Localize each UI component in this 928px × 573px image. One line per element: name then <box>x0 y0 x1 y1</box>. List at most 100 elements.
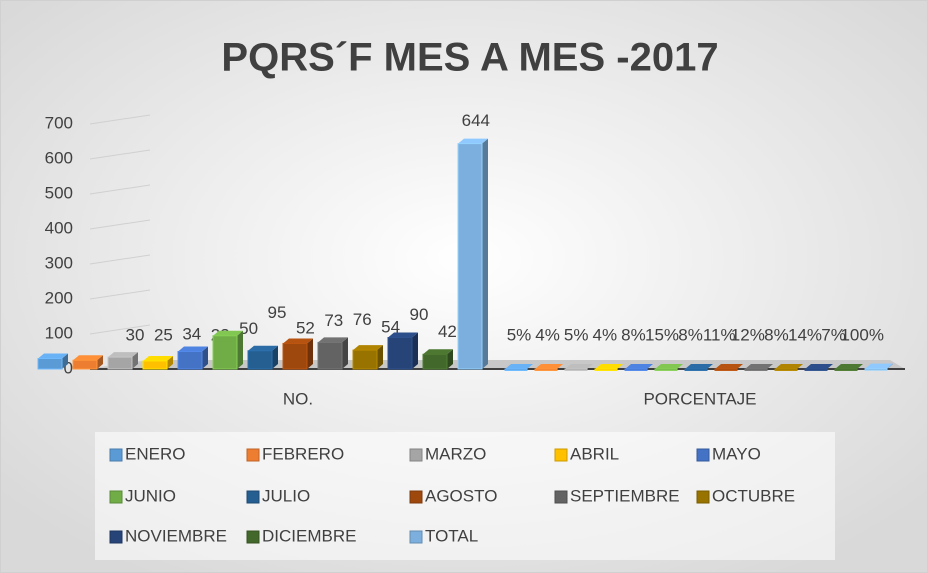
bar-face <box>557 363 563 369</box>
bar <box>834 363 863 371</box>
bar-face <box>167 355 173 369</box>
legend-label: NOVIEMBRE <box>125 526 227 545</box>
bar-face <box>685 363 713 369</box>
bar-face <box>237 330 243 369</box>
bar <box>72 355 103 370</box>
bar <box>282 338 313 370</box>
legend-box <box>95 432 835 560</box>
bar <box>804 363 833 371</box>
grid-line <box>89 219 151 230</box>
bar-face <box>887 363 893 369</box>
bar-face <box>527 363 533 369</box>
legend-swatch <box>109 530 123 544</box>
bar-face <box>457 143 483 370</box>
bar-face <box>342 337 348 369</box>
bar-face <box>73 355 103 361</box>
bar-face <box>864 368 888 371</box>
bar-face <box>774 368 798 371</box>
bar-face <box>805 363 833 369</box>
bar-face <box>352 349 378 370</box>
bar-face <box>797 363 803 369</box>
legend-label: JULIO <box>262 486 310 505</box>
bar <box>714 363 743 371</box>
bar-face <box>677 363 683 369</box>
y-tick-label: 500 <box>45 183 73 202</box>
bar-face <box>835 363 863 369</box>
bar-face <box>38 353 68 359</box>
bar-face <box>714 368 738 371</box>
data-label: 50 <box>239 319 258 338</box>
bar-face <box>97 355 103 369</box>
bar <box>142 355 173 370</box>
bar-face <box>37 358 63 370</box>
bar-face <box>272 345 278 369</box>
data-label: 100% <box>840 325 883 344</box>
data-label: 42 <box>438 322 457 341</box>
bar-face <box>177 351 203 370</box>
bar-face <box>834 368 858 371</box>
data-label: 34 <box>182 325 201 344</box>
legend-label: ABRIL <box>570 444 619 463</box>
bar-face <box>72 359 98 370</box>
legend-label: AGOSTO <box>425 486 497 505</box>
legend-swatch <box>109 490 123 504</box>
bar-face <box>283 338 313 344</box>
grid-line <box>89 149 151 160</box>
data-label: 54 <box>381 318 400 337</box>
bar <box>317 337 348 370</box>
bar-face <box>422 353 448 370</box>
legend-swatch <box>409 530 423 544</box>
y-tick-label: 700 <box>45 113 73 132</box>
bar <box>422 349 453 370</box>
bar-face <box>62 353 68 369</box>
bar-face <box>744 368 768 371</box>
bar-face <box>745 363 773 369</box>
bar <box>864 363 893 371</box>
bar <box>564 363 593 371</box>
bar-face <box>377 345 383 369</box>
bar-face <box>247 350 273 370</box>
legend-label: OCTUBRE <box>712 486 795 505</box>
bar-face <box>202 346 208 369</box>
legend-swatch <box>554 490 568 504</box>
legend-swatch <box>246 448 260 462</box>
bar <box>37 353 68 370</box>
data-label: 8% <box>621 325 646 344</box>
bar-face <box>212 335 238 370</box>
bar-face <box>625 363 653 369</box>
bar-face <box>307 338 313 369</box>
data-label: 52 <box>296 318 315 337</box>
bar <box>387 332 418 370</box>
data-label: 12% <box>731 325 765 344</box>
y-tick-label: 200 <box>45 288 73 307</box>
bar-face <box>647 363 653 369</box>
y-tick-label: 0 <box>64 358 73 377</box>
bar-face <box>617 363 623 369</box>
grid-line <box>89 254 151 265</box>
data-label: 644 <box>462 111 490 130</box>
data-label: 25 <box>154 325 173 344</box>
data-label: 30 <box>126 325 145 344</box>
bar-face <box>353 345 383 351</box>
grid-line <box>89 289 151 300</box>
bar-face <box>423 349 453 355</box>
bar-face <box>388 332 418 338</box>
bar-face <box>108 352 138 358</box>
bar-face <box>624 368 648 371</box>
data-label: 15% <box>645 325 679 344</box>
bar <box>107 352 138 370</box>
legend-swatch <box>409 490 423 504</box>
y-tick-label: 100 <box>45 323 73 342</box>
legend-label: FEBRERO <box>262 444 344 463</box>
data-label: 76 <box>353 310 372 329</box>
bar <box>504 363 533 371</box>
grid-line <box>89 184 151 195</box>
bar <box>594 363 623 371</box>
data-label: 90 <box>410 305 429 324</box>
bar <box>457 138 488 370</box>
bar-face <box>317 341 343 370</box>
legend-swatch <box>246 530 260 544</box>
legend-swatch <box>696 448 710 462</box>
bar-face <box>143 355 173 361</box>
bar-face <box>804 368 828 371</box>
